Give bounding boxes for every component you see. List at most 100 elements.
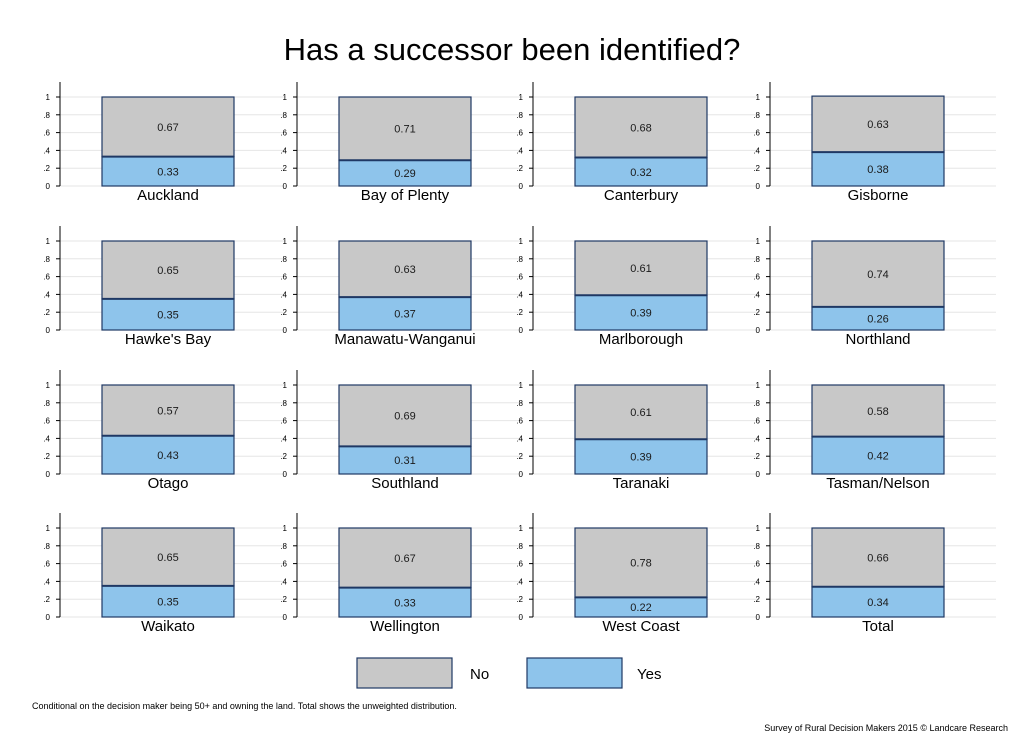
- y-tick-label: .2: [280, 452, 287, 461]
- data-label-no: 0.69: [394, 411, 415, 423]
- bar-no: [101, 527, 235, 587]
- y-tick-label: 1: [519, 381, 524, 390]
- panel-label: Tasman/Nelson: [826, 475, 929, 492]
- y-tick-label: 0: [283, 326, 288, 335]
- panel-bay-of-plenty: 0 .2 .4 .6 .8 1 0.71 0.29 Bay of Plenty: [280, 82, 523, 204]
- y-tick-label: 1: [519, 237, 524, 246]
- data-label-yes: 0.29: [394, 168, 415, 180]
- y-tick-label: .2: [516, 164, 523, 173]
- y-tick-label: .2: [43, 164, 50, 173]
- panel-label: Southland: [371, 475, 439, 492]
- data-label-no: 0.58: [867, 406, 888, 418]
- panel-label: Bay of Plenty: [361, 187, 450, 204]
- y-tick-label: 0: [46, 470, 51, 479]
- y-tick-label: .6: [516, 417, 523, 426]
- data-label-no: 0.74: [867, 269, 888, 281]
- y-tick-label: 1: [756, 93, 761, 102]
- y-tick-label: 1: [283, 524, 288, 533]
- y-tick-label: .2: [516, 452, 523, 461]
- panel-west-coast: 0 .2 .4 .6 .8 1 0.78 0.22 West Coast: [516, 513, 759, 635]
- y-tick-label: .4: [280, 577, 287, 586]
- bar-yes: [574, 294, 708, 331]
- y-tick-label: 1: [46, 381, 51, 390]
- data-label-no: 0.71: [394, 124, 415, 136]
- y-tick-label: .8: [516, 255, 523, 264]
- y-tick-label: .4: [280, 434, 287, 443]
- y-tick-label: 0: [756, 613, 761, 622]
- bar-no: [338, 384, 472, 448]
- panel-label: Total: [862, 618, 894, 635]
- panel-total: 0 .2 .4 .6 .8 1 0.66 0.34 Total: [753, 513, 996, 635]
- y-tick-label: .4: [516, 146, 523, 155]
- y-tick-label: .4: [516, 577, 523, 586]
- y-tick-label: .4: [753, 434, 760, 443]
- y-tick-label: .6: [280, 129, 287, 138]
- y-tick-label: 1: [519, 93, 524, 102]
- y-tick-label: .6: [43, 417, 50, 426]
- panel-label: Wellington: [370, 618, 440, 635]
- y-tick-label: 1: [283, 93, 288, 102]
- data-label-yes: 0.39: [630, 452, 651, 464]
- y-tick-label: .6: [753, 417, 760, 426]
- data-label-no: 0.65: [157, 265, 178, 277]
- panel-label: Hawke's Bay: [125, 331, 212, 348]
- data-label-yes: 0.31: [394, 455, 415, 467]
- y-tick-label: .8: [753, 542, 760, 551]
- y-tick-label: .6: [516, 273, 523, 282]
- y-tick-label: .4: [43, 290, 50, 299]
- bar-no: [101, 240, 235, 300]
- y-tick-label: .2: [280, 595, 287, 604]
- y-tick-label: .8: [280, 542, 287, 551]
- data-label-no: 0.66: [867, 552, 888, 564]
- bar-yes: [338, 445, 472, 475]
- y-tick-label: .6: [516, 560, 523, 569]
- y-tick-label: .2: [753, 164, 760, 173]
- y-tick-label: 1: [756, 524, 761, 533]
- data-label-yes: 0.32: [630, 167, 651, 179]
- y-tick-label: 1: [519, 524, 524, 533]
- bar-yes: [574, 438, 708, 475]
- footnote: Conditional on the decision maker being …: [32, 701, 457, 711]
- panel-label: Taranaki: [613, 475, 670, 492]
- y-tick-label: 0: [283, 613, 288, 622]
- y-tick-label: 1: [46, 237, 51, 246]
- y-tick-label: .8: [43, 255, 50, 264]
- legend-label-no: No: [470, 666, 489, 683]
- bar-no: [574, 96, 708, 159]
- y-tick-label: 1: [756, 381, 761, 390]
- y-tick-label: .6: [753, 129, 760, 138]
- data-label-yes: 0.22: [630, 602, 651, 614]
- panel-gisborne: 0 .2 .4 .6 .8 1 0.63 0.38 Gisborne: [753, 82, 996, 204]
- panel-manawatu-wanganui: 0 .2 .4 .6 .8 1 0.63 0.37 Manawatu-Wanganui: [280, 226, 523, 348]
- y-tick-label: .8: [516, 399, 523, 408]
- y-tick-label: .4: [280, 290, 287, 299]
- panel-label: Canterbury: [604, 187, 679, 204]
- bar-no: [101, 384, 235, 437]
- data-label-yes: 0.42: [867, 450, 888, 462]
- legend-label-yes: Yes: [637, 666, 661, 683]
- y-tick-label: .8: [753, 255, 760, 264]
- y-tick-label: .2: [516, 595, 523, 604]
- panel-label: Otago: [148, 475, 189, 492]
- bar-no: [811, 384, 945, 438]
- bar-yes: [811, 151, 945, 187]
- legend-swatch-no: [356, 657, 453, 689]
- data-label-no: 0.61: [630, 407, 651, 419]
- y-tick-label: 0: [519, 613, 524, 622]
- panel-tasman-nelson: 0 .2 .4 .6 .8 1 0.58 0.42 Tasman/Nelson: [753, 370, 996, 492]
- y-tick-label: 0: [283, 182, 288, 191]
- chart-title: Has a successor been identified?: [284, 32, 741, 67]
- data-label-yes: 0.35: [157, 596, 178, 608]
- bar-yes: [338, 587, 472, 618]
- bar-no: [574, 384, 708, 440]
- data-label-yes: 0.37: [394, 309, 415, 321]
- y-tick-label: .6: [43, 129, 50, 138]
- y-tick-label: .8: [753, 399, 760, 408]
- data-label-no: 0.61: [630, 263, 651, 275]
- y-tick-label: .6: [753, 560, 760, 569]
- y-tick-label: .2: [280, 164, 287, 173]
- y-tick-label: 0: [756, 326, 761, 335]
- bar-yes: [338, 159, 472, 187]
- data-label-yes: 0.26: [867, 313, 888, 325]
- y-tick-label: .4: [753, 290, 760, 299]
